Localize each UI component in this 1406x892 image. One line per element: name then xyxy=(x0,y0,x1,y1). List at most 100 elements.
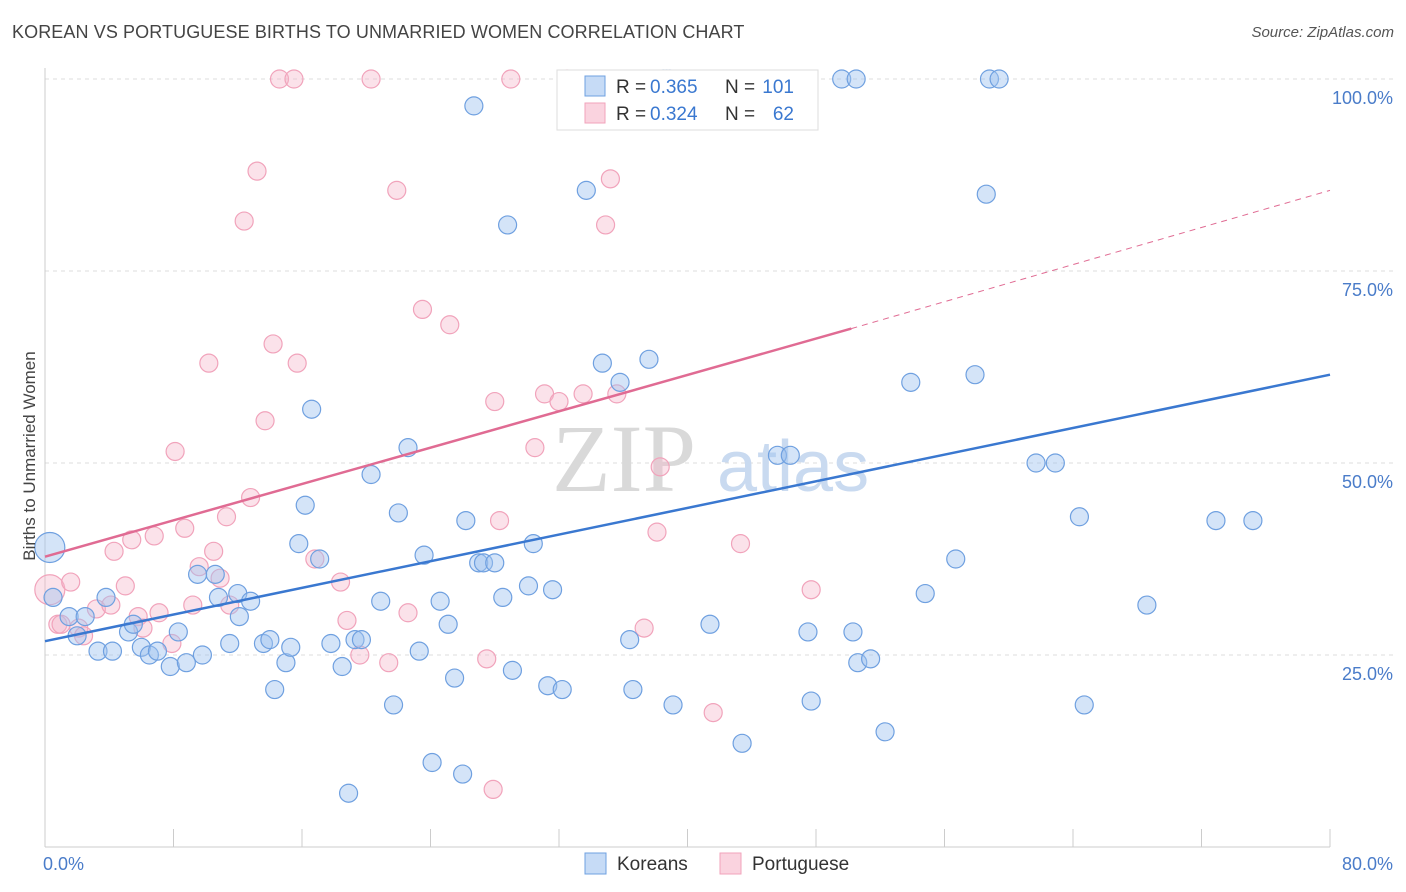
korean-point xyxy=(265,679,285,700)
korean-point xyxy=(414,545,434,565)
korean-point xyxy=(310,549,330,569)
portuguese-point xyxy=(305,549,325,569)
legend-n-label: N = xyxy=(725,77,755,98)
legend-n-value: 62 xyxy=(773,104,794,125)
portuguese-point xyxy=(216,507,237,527)
korean-point xyxy=(192,645,213,665)
portuguese-point xyxy=(573,384,593,404)
korean-legend-swatch xyxy=(584,75,606,97)
portuguese-point xyxy=(483,779,503,800)
korean-point xyxy=(1069,507,1090,527)
portuguese-point xyxy=(234,211,254,231)
tick-labels: 25.0% 50.0% 75.0% 100.0% 0.0% 80.0% xyxy=(43,88,1393,874)
korean-point xyxy=(276,653,296,673)
portuguese-point xyxy=(595,215,616,235)
portuguese-point xyxy=(387,180,407,200)
korean-point xyxy=(542,580,563,600)
korean-point xyxy=(456,510,476,531)
korean-point xyxy=(946,549,966,569)
korean-point xyxy=(302,399,322,419)
portuguese-point xyxy=(104,541,124,561)
korean-point xyxy=(843,622,863,642)
korean-point xyxy=(832,69,852,89)
legend-n-label: N = xyxy=(725,104,755,125)
watermark-zip: ZIP xyxy=(552,405,696,512)
portuguese-trend-extension xyxy=(851,189,1331,330)
korean-point xyxy=(96,587,116,608)
korean-point xyxy=(59,606,79,627)
portuguese-point xyxy=(247,161,267,181)
korean-point xyxy=(281,637,301,657)
portuguese-point xyxy=(122,530,142,550)
portuguese-point xyxy=(144,526,164,546)
portuguese-point xyxy=(284,69,304,89)
korean-point xyxy=(861,649,881,669)
korean-point xyxy=(220,633,240,654)
korean-point xyxy=(1137,595,1157,615)
y-axis-label: Births to Unmarried Women xyxy=(20,351,39,560)
korean-point xyxy=(663,695,683,715)
portuguese-point xyxy=(61,572,81,592)
korean-point xyxy=(610,372,630,392)
korean-point xyxy=(473,553,494,573)
korean-point xyxy=(338,783,359,803)
portuguese-point xyxy=(350,645,370,665)
portuguese-point xyxy=(361,69,381,89)
portuguese-point xyxy=(440,315,460,335)
korean-point xyxy=(502,660,523,680)
korean-point xyxy=(518,576,539,596)
y-tick-label: 100.0% xyxy=(1332,88,1393,108)
trend-lines xyxy=(44,189,1331,643)
korean-point xyxy=(538,676,558,696)
korean-point xyxy=(321,633,341,654)
korean-point xyxy=(160,656,180,677)
portuguese-point xyxy=(165,441,185,462)
korean-point xyxy=(576,180,596,200)
korean-point xyxy=(989,69,1009,89)
korean-point xyxy=(102,641,123,661)
korean-point xyxy=(168,622,188,642)
korean-point xyxy=(147,641,168,661)
portuguese-point xyxy=(600,169,621,189)
x-tick-label: 0.0% xyxy=(43,854,84,874)
chart-title: KOREAN VS PORTUGUESE BIRTHS TO UNMARRIED… xyxy=(12,22,745,42)
axes xyxy=(44,68,1331,848)
korean-point xyxy=(846,69,866,89)
portuguese-point xyxy=(263,334,283,354)
korean-point xyxy=(430,591,450,611)
legend-series: Koreans Portuguese xyxy=(584,852,849,875)
source-label: Source: ZipAtlas.com xyxy=(1251,24,1394,41)
portuguese-point xyxy=(525,438,545,458)
watermark-atlas: atlas xyxy=(717,427,869,507)
portuguese-point xyxy=(255,411,275,431)
legend-portuguese-label: Portuguese xyxy=(752,854,849,875)
portuguese-point xyxy=(34,574,66,606)
korean-trend-line xyxy=(44,373,1331,643)
korean-point xyxy=(623,679,643,700)
portuguese-point xyxy=(398,603,418,623)
korean-point xyxy=(371,591,391,611)
korean-point xyxy=(469,553,489,573)
korean-point xyxy=(176,653,196,673)
portuguese-point xyxy=(477,649,497,669)
korean-point xyxy=(43,587,63,608)
korean-point xyxy=(361,464,381,485)
legend-r-value: 0.324 xyxy=(650,104,698,125)
korean-point xyxy=(187,564,208,584)
korean-point xyxy=(388,503,408,523)
portuguese-point xyxy=(269,69,290,89)
portuguese-point xyxy=(501,69,521,89)
korean-point xyxy=(453,764,473,784)
korean-point xyxy=(34,531,66,564)
korean-point xyxy=(798,622,818,642)
korean-point xyxy=(901,372,921,392)
korean-point xyxy=(732,733,752,753)
legend-n-value: 101 xyxy=(762,77,794,98)
legend-r-label: R = xyxy=(616,77,646,98)
portuguese-point xyxy=(634,618,654,638)
korean-point xyxy=(700,614,720,634)
korean-point xyxy=(1243,510,1263,531)
legend-r-value: 0.365 xyxy=(650,77,698,98)
portuguese-point xyxy=(489,510,510,531)
korean-point xyxy=(915,583,935,604)
